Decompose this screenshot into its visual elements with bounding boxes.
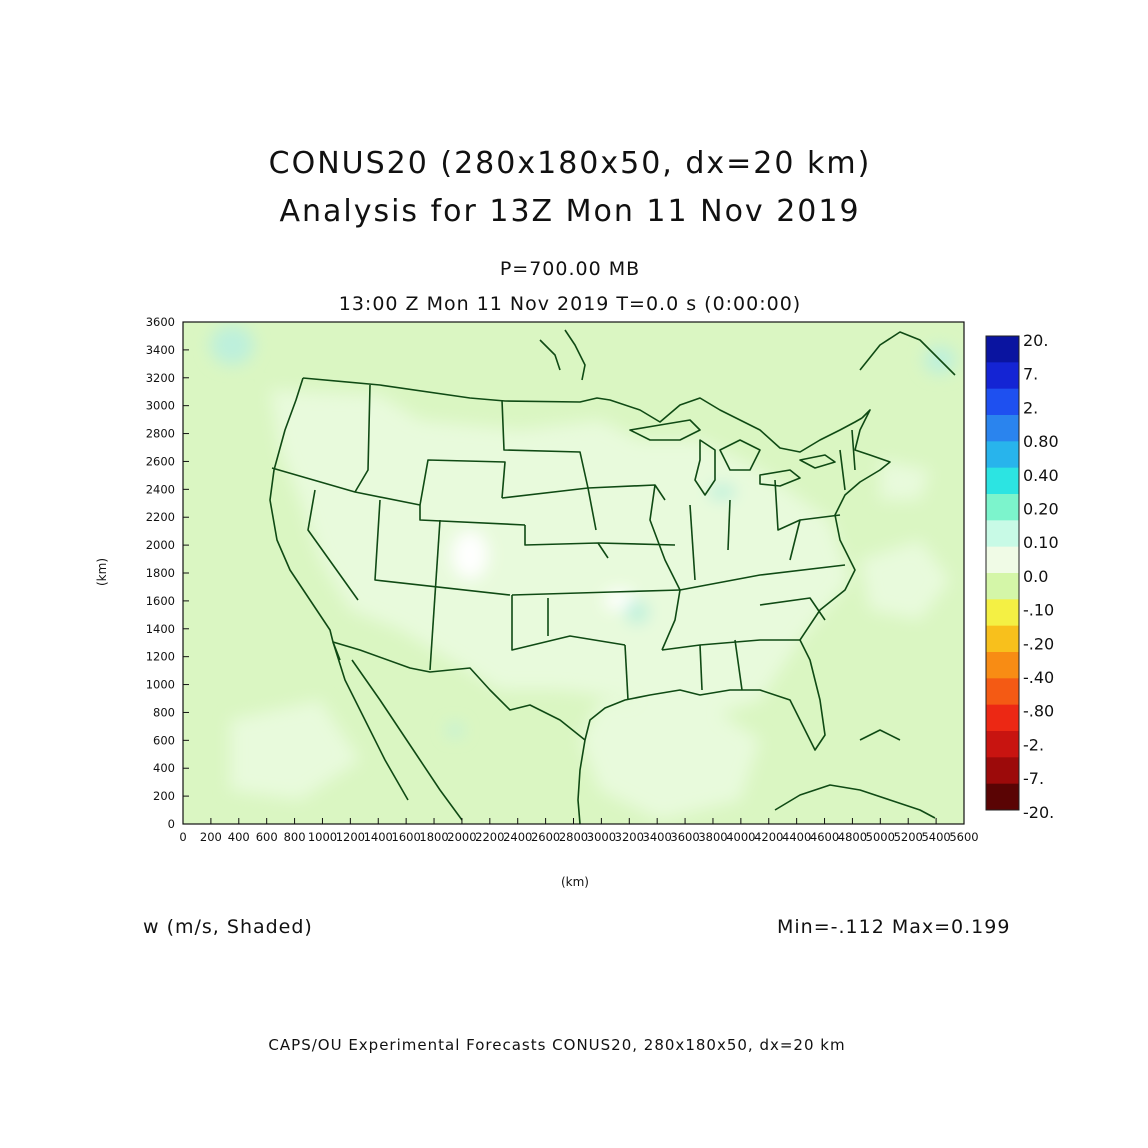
colorbar-swatch [986,415,1019,442]
colorbar-swatch [986,546,1019,574]
colorbar-label: 0.20 [1023,500,1059,519]
x-tick-label: 1200 [336,830,365,844]
x-tick-label: 2200 [475,830,504,844]
colorbar-label: -.10 [1023,601,1054,620]
y-tick-label: 3600 [146,315,175,329]
y-tick-label: 3000 [146,399,175,413]
x-tick-label: 4000 [726,830,755,844]
colorbar-swatch [986,625,1019,653]
x-tick-label: 2400 [503,830,532,844]
y-tick-label: 600 [153,733,175,747]
y-tick-label: 1000 [146,678,175,692]
x-tick-label: 1600 [392,830,421,844]
y-tick-label: 3400 [146,343,175,357]
y-tick-label: 1600 [146,594,175,608]
min-max-readout: Min=-.112 Max=0.199 [777,916,1011,938]
colorbar-swatch [986,467,1019,495]
y-tick-label: 2400 [146,482,175,496]
y-tick-label: 0 [168,817,175,831]
colorbar-swatch [986,783,1019,811]
pressure-level: P=700.00 MB [499,258,641,280]
x-tick-label: 200 [200,830,222,844]
colorbar-swatch [986,599,1019,627]
x-tick-label: 4400 [782,830,811,844]
y-tick-label: 200 [153,789,175,803]
y-axis-label: (km) [95,558,109,586]
main-title: CONUS20 (280x180x50, dx=20 km) [268,146,872,181]
colorbar-frame [985,335,1020,811]
colorbar-swatch [986,362,1019,390]
x-tick-label: 2800 [559,830,588,844]
colorbar-label: 0.0 [1023,567,1048,586]
x-tick-label: 4600 [810,830,839,844]
x-tick-label: 5600 [949,830,978,844]
colorbar-label: 0.80 [1023,432,1059,451]
y-tick-label: 800 [153,705,175,719]
x-tick-label: 600 [256,830,278,844]
x-axis-label: (km) [561,875,589,889]
x-tick-label: 400 [228,830,250,844]
colorbar-swatch [986,731,1019,758]
x-tick-label: 5000 [866,830,895,844]
x-tick-label: 3000 [587,830,616,844]
colorbar-labels: 20. 7. 2. 0.80 0.40 0.20 0.10 0.0 -.10 -.20 -.40 -.… [1023,331,1059,822]
y-tick-label: 1200 [146,650,175,664]
colorbar-label: -7. [1023,769,1044,788]
x-tick-label: 2000 [447,830,476,844]
x-tick-label: 5200 [894,830,923,844]
x-tick-label: 2600 [531,830,560,844]
colorbar-label: 7. [1023,365,1038,384]
shaded-field [210,325,956,820]
x-tick-label: 1000 [308,830,337,844]
colorbar-swatch [986,494,1019,521]
colorbar-swatch [986,704,1019,732]
x-tick-label: 3600 [670,830,699,844]
x-tick-label: 4800 [838,830,867,844]
colorbar-label: -.40 [1023,668,1054,687]
colorbar [985,335,1020,811]
colorbar-label: 2. [1023,398,1038,417]
colorbar-swatch [986,336,1019,363]
colorbar-swatch [986,678,1019,706]
x-tick-label: 1800 [419,830,448,844]
y-tick-label: 400 [153,761,175,775]
y-tick-label: 2800 [146,427,175,441]
colorbar-label: 20. [1023,331,1048,350]
colorbar-swatch [986,520,1019,548]
valid-time: 13:00 Z Mon 11 Nov 2019 T=0.0 s (0:00:00… [338,293,802,315]
y-tick-label: 2000 [146,538,175,552]
variable-label: w (m/s, Shaded) [143,916,313,938]
colorbar-swatch [986,573,1019,600]
y-axis-ticks: 0 200 400 600 800 1000 1200 1400 1600 1800 2000 220… [146,315,189,831]
x-tick-label: 800 [284,830,306,844]
x-tick-label: 0 [179,830,186,844]
colorbar-swatch [986,388,1019,416]
x-tick-label: 3200 [615,830,644,844]
footer-credit: CAPS/OU Experimental Forecasts CONUS20, … [268,1036,846,1054]
y-tick-label: 3200 [146,371,175,385]
colorbar-swatch [986,441,1019,469]
colorbar-swatch [986,757,1019,785]
colorbar-label: 0.10 [1023,533,1059,552]
x-tick-label: 3800 [698,830,727,844]
colorbar-label: 0.40 [1023,466,1059,485]
y-tick-label: 1400 [146,622,175,636]
x-tick-label: 5400 [921,830,950,844]
colorbar-swatch [986,652,1019,679]
state-and-country-boundaries [269,329,956,824]
colorbar-label: -2. [1023,735,1044,754]
x-tick-label: 1400 [364,830,393,844]
colorbar-label: -.20 [1023,634,1054,653]
colorbar-label: -20. [1023,803,1054,822]
y-tick-label: 2200 [146,510,175,524]
colorbar-label: -.80 [1023,702,1054,721]
x-tick-label: 4200 [754,830,783,844]
analysis-title: Analysis for 13Z Mon 11 Nov 2019 [279,194,861,229]
y-tick-label: 1800 [146,566,175,580]
y-tick-label: 2600 [146,454,175,468]
x-tick-label: 3400 [643,830,672,844]
x-axis-ticks: 0 200 400 600 800 100012001400160018002000220… [179,818,979,844]
